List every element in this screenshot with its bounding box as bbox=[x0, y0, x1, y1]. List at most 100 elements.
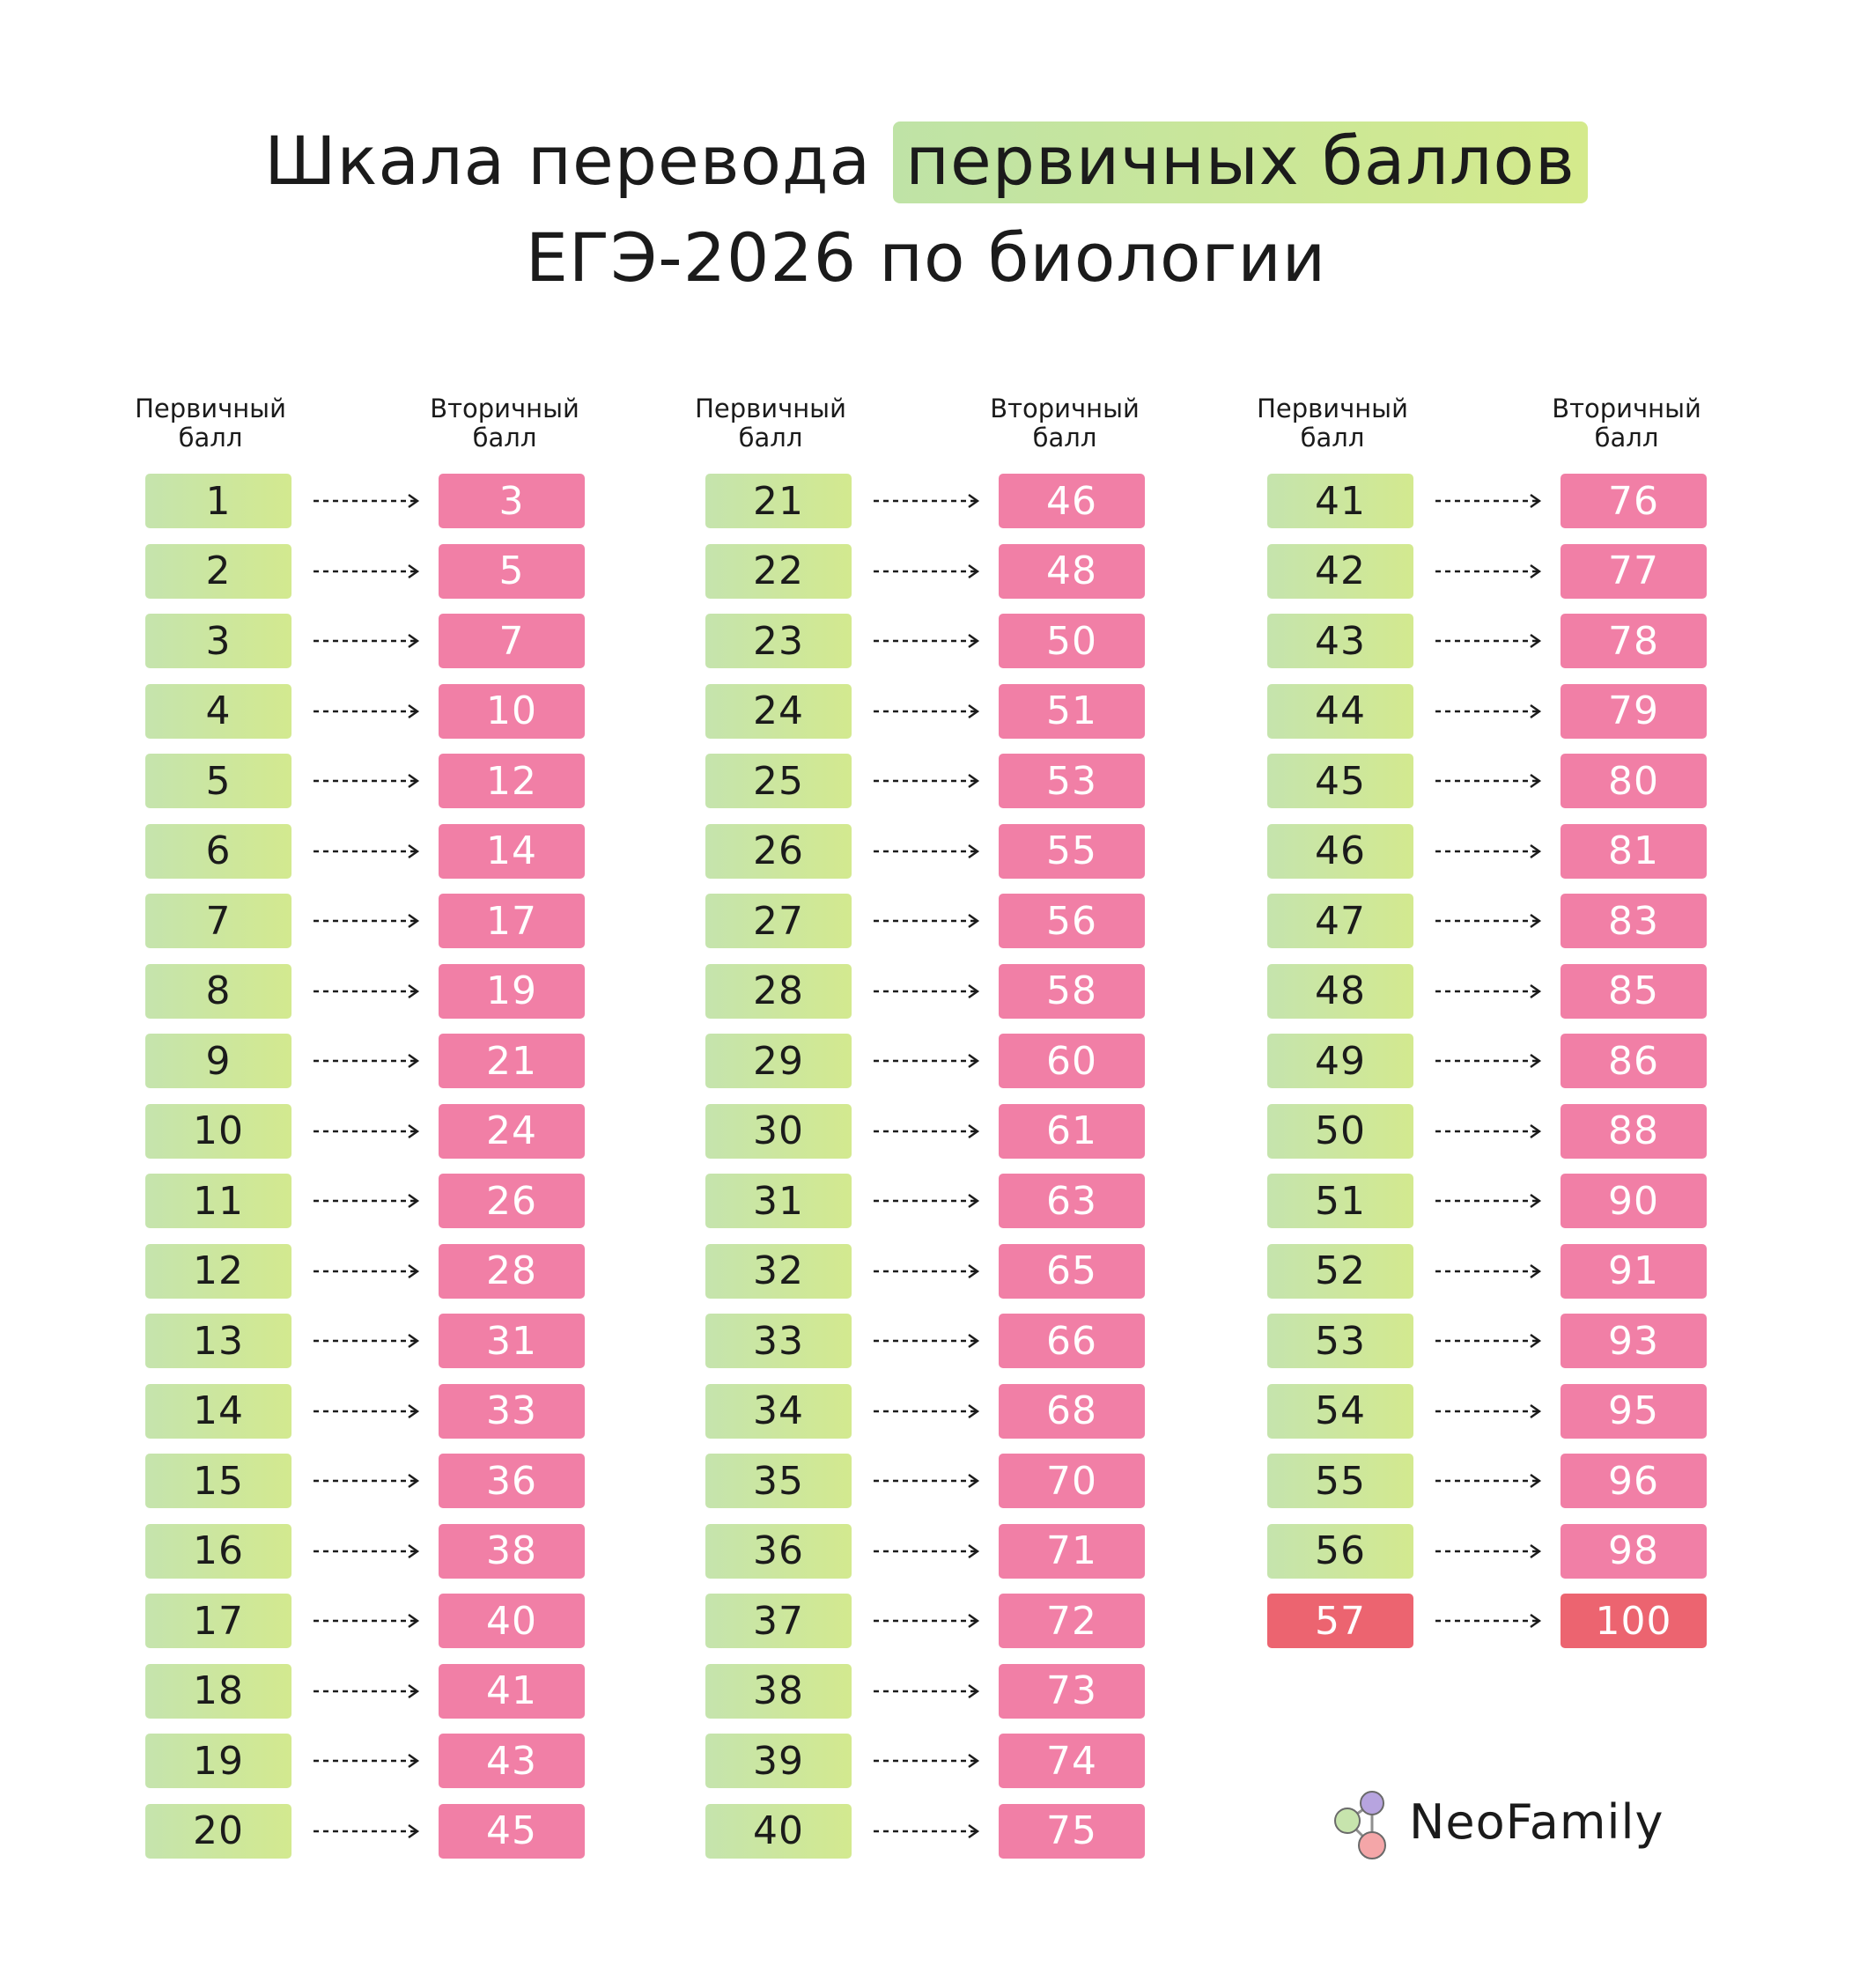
title-part1: Шкала перевода bbox=[264, 121, 894, 200]
primary-score: 7 bbox=[145, 894, 291, 948]
arrow-icon bbox=[1435, 1614, 1542, 1628]
secondary-score: 66 bbox=[999, 1314, 1145, 1368]
secondary-score: 86 bbox=[1561, 1034, 1707, 1088]
table-row: 40 75 bbox=[666, 1803, 1229, 1859]
primary-score: 5 bbox=[145, 754, 291, 808]
table-row: 54 95 bbox=[1228, 1383, 1791, 1439]
table-row: 8 19 bbox=[106, 963, 669, 1019]
secondary-score: 74 bbox=[999, 1734, 1145, 1788]
arrow-icon bbox=[874, 494, 980, 508]
primary-score: 41 bbox=[1267, 474, 1413, 528]
primary-score: 33 bbox=[705, 1314, 852, 1368]
arrow-icon bbox=[314, 1263, 420, 1278]
secondary-score-header: Вторичный балл bbox=[1552, 394, 1701, 453]
secondary-score: 96 bbox=[1561, 1454, 1707, 1508]
arrow-icon bbox=[1435, 1263, 1542, 1278]
table-row: 38 73 bbox=[666, 1663, 1229, 1719]
primary-score: 39 bbox=[705, 1734, 852, 1788]
arrow-icon bbox=[874, 703, 980, 718]
arrow-icon bbox=[1435, 1403, 1542, 1418]
primary-score: 20 bbox=[145, 1803, 291, 1859]
arrow-icon bbox=[874, 1263, 980, 1278]
table-row: 23 50 bbox=[666, 614, 1229, 668]
secondary-score: 45 bbox=[439, 1803, 585, 1859]
table-column: Первичный балл Вторичный балл 41 76 42 77 43 78 44… bbox=[1228, 394, 1791, 1874]
primary-score: 9 bbox=[145, 1034, 291, 1088]
secondary-score: 46 bbox=[999, 474, 1145, 528]
primary-score: 50 bbox=[1267, 1103, 1413, 1159]
table-row: 20 45 bbox=[106, 1803, 669, 1859]
primary-score: 22 bbox=[705, 543, 852, 599]
secondary-score: 5 bbox=[439, 543, 585, 599]
page-title: Шкала перевода первичных баллов ЕГЭ-2026… bbox=[0, 113, 1852, 306]
secondary-score: 65 bbox=[999, 1243, 1145, 1299]
primary-score: 37 bbox=[705, 1594, 852, 1648]
primary-score: 27 bbox=[705, 894, 852, 948]
primary-score: 40 bbox=[705, 1803, 852, 1859]
arrow-icon bbox=[314, 703, 420, 718]
primary-score: 30 bbox=[705, 1103, 852, 1159]
arrow-icon bbox=[1435, 634, 1542, 648]
table-row: 48 85 bbox=[1228, 963, 1791, 1019]
table-row: 51 90 bbox=[1228, 1174, 1791, 1228]
secondary-score: 55 bbox=[999, 823, 1145, 879]
table-row: 41 76 bbox=[1228, 474, 1791, 528]
secondary-score: 48 bbox=[999, 543, 1145, 599]
primary-score: 24 bbox=[705, 683, 852, 739]
table-row: 6 14 bbox=[106, 823, 669, 879]
primary-score: 34 bbox=[705, 1383, 852, 1439]
secondary-score: 98 bbox=[1561, 1523, 1707, 1579]
primary-score: 18 bbox=[145, 1663, 291, 1719]
primary-score-header: Первичный балл bbox=[695, 394, 846, 453]
arrow-icon bbox=[874, 774, 980, 788]
secondary-score: 51 bbox=[999, 683, 1145, 739]
neofamily-logo: NeoFamily bbox=[1321, 1778, 1673, 1867]
arrow-icon bbox=[874, 1543, 980, 1558]
table-column: Первичный балл Вторичный балл 21 46 22 48 23 50 24… bbox=[666, 394, 1229, 1874]
primary-score: 47 bbox=[1267, 894, 1413, 948]
primary-score: 3 bbox=[145, 614, 291, 668]
arrow-icon bbox=[314, 1334, 420, 1348]
secondary-score: 58 bbox=[999, 963, 1145, 1019]
table-row: 21 46 bbox=[666, 474, 1229, 528]
table-row: 30 61 bbox=[666, 1103, 1229, 1159]
arrow-icon bbox=[874, 563, 980, 578]
table-row: 42 77 bbox=[1228, 543, 1791, 599]
primary-score: 53 bbox=[1267, 1314, 1413, 1368]
table-row: 25 53 bbox=[666, 754, 1229, 808]
table-row: 35 70 bbox=[666, 1454, 1229, 1508]
arrow-icon bbox=[314, 1054, 420, 1068]
table-row: 32 65 bbox=[666, 1243, 1229, 1299]
table-column: Первичный балл Вторичный балл 1 3 2 5 3 7 4 10 5 12 6 1… bbox=[106, 394, 669, 1874]
arrow-icon bbox=[874, 983, 980, 998]
table-row: 19 43 bbox=[106, 1734, 669, 1788]
table-row: 10 24 bbox=[106, 1103, 669, 1159]
secondary-score: 71 bbox=[999, 1523, 1145, 1579]
table-row: 26 55 bbox=[666, 823, 1229, 879]
table-row: 49 86 bbox=[1228, 1034, 1791, 1088]
arrow-icon bbox=[1435, 914, 1542, 928]
primary-score: 35 bbox=[705, 1454, 852, 1508]
arrow-icon bbox=[1435, 1334, 1542, 1348]
table-row: 36 71 bbox=[666, 1523, 1229, 1579]
secondary-score: 3 bbox=[439, 474, 585, 528]
primary-score: 16 bbox=[145, 1523, 291, 1579]
arrow-icon bbox=[874, 1123, 980, 1138]
arrow-icon bbox=[874, 634, 980, 648]
secondary-score: 61 bbox=[999, 1103, 1145, 1159]
secondary-score: 81 bbox=[1561, 823, 1707, 879]
arrow-icon bbox=[1435, 1474, 1542, 1488]
arrow-icon bbox=[1435, 494, 1542, 508]
arrow-icon bbox=[314, 1823, 420, 1838]
arrow-icon bbox=[874, 843, 980, 858]
secondary-score: 90 bbox=[1561, 1174, 1707, 1228]
table-row: 45 80 bbox=[1228, 754, 1791, 808]
primary-score: 29 bbox=[705, 1034, 852, 1088]
secondary-score: 50 bbox=[999, 614, 1145, 668]
arrow-icon bbox=[874, 1823, 980, 1838]
primary-score: 54 bbox=[1267, 1383, 1413, 1439]
primary-score: 46 bbox=[1267, 823, 1413, 879]
arrow-icon bbox=[314, 1754, 420, 1768]
